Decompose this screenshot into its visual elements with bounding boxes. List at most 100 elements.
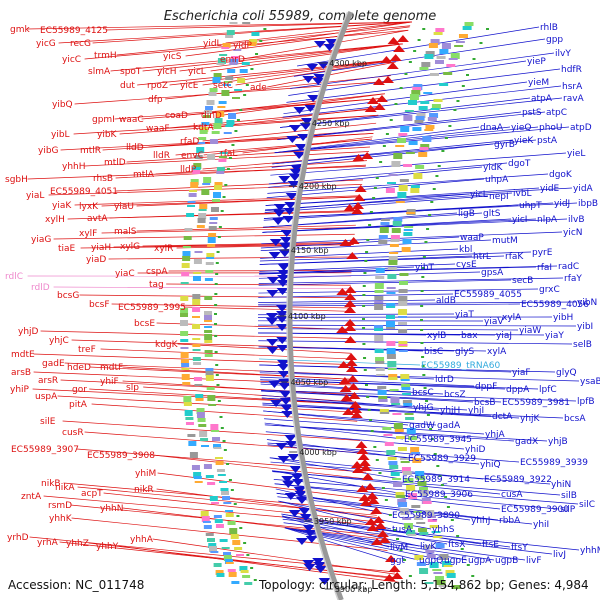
track-block	[378, 235, 388, 239]
track-block	[374, 341, 384, 343]
leader-line	[261, 231, 563, 245]
track-block	[411, 452, 421, 454]
marker-dot	[250, 567, 254, 569]
marker-dot	[243, 94, 247, 96]
gene-label: yieP	[527, 57, 546, 67]
reverse-gene-arrow	[295, 538, 308, 545]
track-block	[180, 282, 189, 284]
marker-dot	[370, 430, 374, 432]
forward-gene-arrow	[350, 406, 363, 413]
marker-dot	[239, 527, 243, 529]
track-block	[194, 481, 203, 483]
leader-line	[74, 80, 389, 105]
reverse-gene-arrow	[297, 134, 310, 141]
reverse-gene-arrow	[275, 443, 288, 450]
leader-line	[260, 379, 539, 390]
leader-line	[268, 166, 483, 188]
track-block	[426, 516, 436, 518]
leader-line	[84, 431, 363, 454]
track-block	[410, 188, 420, 193]
backbone-arc	[287, 11, 354, 600]
gene-label: arsR	[38, 376, 58, 386]
track-block	[407, 534, 417, 536]
track-block	[198, 213, 207, 219]
reverse-gene-arrow	[281, 476, 294, 483]
track-block	[204, 315, 213, 320]
track-block	[216, 63, 225, 65]
gene-label: yicL	[470, 190, 488, 200]
forward-gene-arrow	[344, 300, 357, 307]
genes-label: Genes:	[508, 578, 551, 592]
reverse-gene-arrow	[276, 324, 289, 331]
leader-line	[29, 536, 395, 573]
track-block	[386, 327, 396, 329]
track-block	[377, 390, 387, 395]
leader-line	[136, 224, 356, 232]
track-block	[391, 403, 401, 405]
leader-line	[141, 97, 384, 120]
leader-line	[79, 294, 351, 299]
track-block	[426, 554, 436, 558]
reverse-gene-arrow	[270, 400, 283, 407]
gene-label: pitA	[69, 400, 88, 410]
leader-line	[119, 114, 379, 135]
track-block	[402, 517, 412, 520]
gene-label: lpfC	[539, 385, 557, 395]
track-block	[406, 428, 416, 434]
forward-gene-arrow	[339, 385, 352, 392]
reverse-gene-arrow	[293, 152, 306, 159]
leader-line	[40, 330, 351, 339]
marker-dot	[214, 293, 218, 295]
reverse-gene-arrow	[290, 165, 303, 172]
track-block	[207, 482, 216, 485]
marker-dot	[396, 538, 400, 540]
gene-label: tag	[149, 280, 164, 290]
forward-gene-arrow	[344, 293, 357, 300]
reverse-gene-arrow	[302, 525, 315, 532]
gene-label: ade	[250, 83, 267, 93]
track-block	[187, 201, 196, 203]
gene-label: rfaY	[564, 274, 582, 284]
gene-label: glyS	[455, 347, 475, 357]
track-block	[464, 22, 474, 26]
track-block	[205, 533, 214, 536]
track-block	[408, 493, 418, 499]
gene-label: yiaK	[52, 201, 72, 211]
track-block	[439, 554, 449, 560]
marker-dot	[420, 305, 424, 307]
track-block	[211, 502, 220, 504]
marker-dot	[385, 133, 389, 135]
track-block	[206, 538, 215, 542]
reverse-gene-arrow	[288, 510, 301, 517]
leader-line	[276, 492, 499, 521]
leader-line	[156, 322, 351, 330]
gene-label: ugpQ	[419, 556, 443, 566]
gene-label: yhjA	[485, 430, 506, 440]
track-block	[209, 222, 218, 224]
forward-gene-arrow	[353, 194, 366, 201]
track-block	[389, 252, 399, 254]
gene-label: EC55989_3914	[402, 475, 470, 485]
gene-label: yibL	[51, 130, 70, 140]
track-block	[396, 495, 406, 498]
track-block	[375, 368, 385, 371]
track-block	[401, 247, 411, 252]
track-block	[187, 205, 196, 207]
gene-label: kdgK	[155, 340, 179, 350]
marker-dot	[379, 161, 383, 163]
leader-line	[122, 507, 384, 540]
track-block	[425, 510, 435, 516]
forward-gene-arrow	[376, 530, 389, 537]
track-block	[192, 344, 201, 347]
track-block	[388, 256, 398, 262]
marker-dot	[373, 187, 377, 189]
track-block	[212, 77, 221, 83]
leader-line	[280, 97, 563, 128]
leader-line	[297, 26, 540, 67]
gene-label: gpmI	[92, 115, 115, 125]
gene-label: gpsA	[481, 268, 504, 278]
track-block	[231, 56, 240, 60]
track-block	[433, 572, 443, 574]
track-block	[422, 136, 432, 142]
track-block	[180, 313, 189, 317]
